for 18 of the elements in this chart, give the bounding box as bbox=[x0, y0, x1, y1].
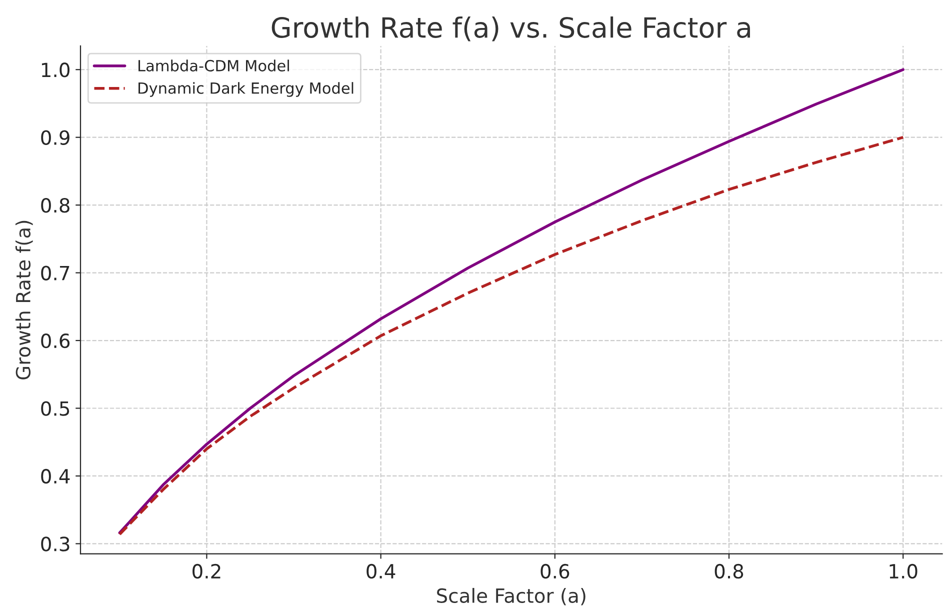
y-tick-label: 0.9 bbox=[41, 130, 70, 145]
x-tick-label: 1.0 bbox=[890, 564, 918, 579]
y-tick-label: 0.5 bbox=[41, 401, 70, 416]
y-axis-title: Growth Rate f(a) bbox=[15, 220, 33, 380]
y-tick-label: 0.3 bbox=[41, 536, 70, 552]
x-tick-label: 0.6 bbox=[540, 564, 570, 579]
y-tick-label: 0.4 bbox=[41, 468, 70, 484]
legend-label: Lambda-CDM Model bbox=[138, 60, 289, 72]
x-tick-label: 0.2 bbox=[192, 564, 220, 579]
x-tick-label: 0.8 bbox=[714, 564, 744, 579]
legend-label: Dynamic Dark Energy Model bbox=[138, 82, 354, 97]
x-axis-title: Scale Factor (a) bbox=[437, 588, 586, 606]
y-tick-label: 0.8 bbox=[41, 198, 70, 213]
chart-title: Growth Rate f(a) vs. Scale Factor a bbox=[272, 16, 750, 42]
y-tick-label: 1.0 bbox=[42, 62, 70, 78]
x-tick-label: 0.4 bbox=[366, 564, 396, 579]
y-tick-label: 0.6 bbox=[41, 333, 70, 348]
y-tick-label: 0.7 bbox=[41, 266, 70, 280]
